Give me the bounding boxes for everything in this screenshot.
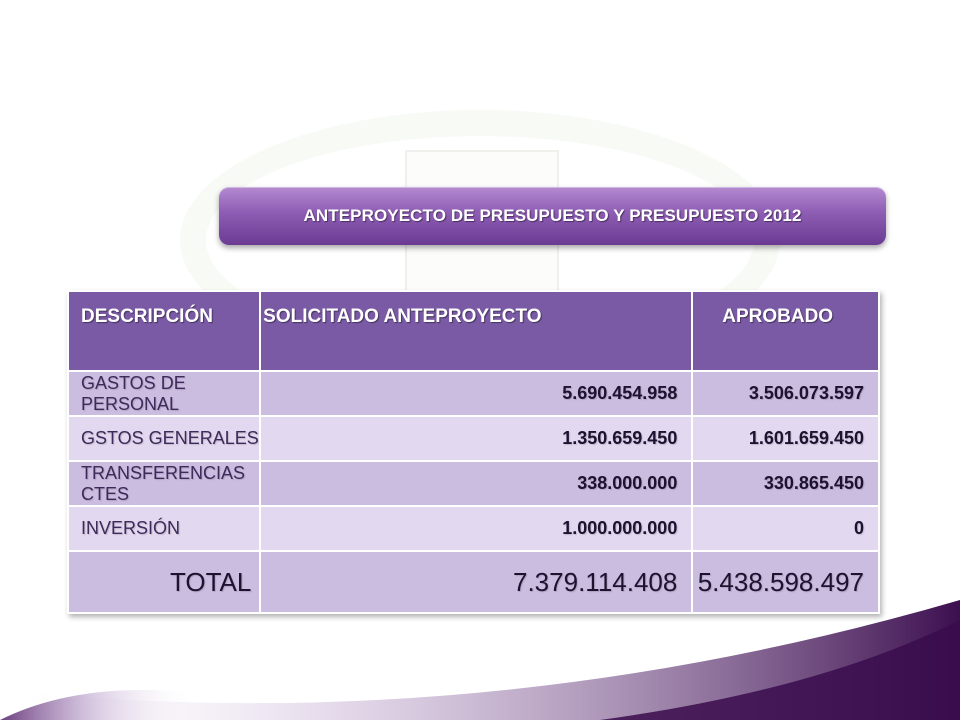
header-requested: SOLICITADO ANTEPROYECTO xyxy=(259,290,694,372)
table-row: TRANSFERENCIAS CTES 338.000.000 330.865.… xyxy=(66,460,880,507)
row-approved: 3.506.073.597 xyxy=(691,370,880,417)
header-description: DESCRIPCIÓN xyxy=(66,290,262,372)
banner-title: ANTEPROYECTO DE PRESUPUESTO Y PRESUPUEST… xyxy=(303,206,802,225)
row-requested: 1.000.000.000 xyxy=(259,505,694,552)
row-description: GSTOS GENERALES xyxy=(66,415,262,462)
total-approved: 5.438.598.497 xyxy=(691,550,880,614)
row-description: TRANSFERENCIAS CTES xyxy=(66,460,262,507)
table-header-row: DESCRIPCIÓN SOLICITADO ANTEPROYECTO APRO… xyxy=(66,290,880,372)
row-requested: 338.000.000 xyxy=(259,460,694,507)
header-approved: APROBADO xyxy=(691,290,880,372)
row-approved: 330.865.450 xyxy=(691,460,880,507)
table-row: GASTOS DE PERSONAL 5.690.454.958 3.506.0… xyxy=(66,370,880,417)
row-requested: 5.690.454.958 xyxy=(259,370,694,417)
row-approved: 1.601.659.450 xyxy=(691,415,880,462)
title-banner: ANTEPROYECTO DE PRESUPUESTO Y PRESUPUEST… xyxy=(219,187,886,245)
total-row: TOTAL 7.379.114.408 5.438.598.497 xyxy=(66,550,880,614)
row-description: INVERSIÓN xyxy=(66,505,262,552)
table-row: INVERSIÓN 1.000.000.000 0 xyxy=(66,505,880,552)
row-description: GASTOS DE PERSONAL xyxy=(66,370,262,417)
row-approved: 0 xyxy=(691,505,880,552)
total-requested: 7.379.114.408 xyxy=(259,550,694,614)
total-label: TOTAL xyxy=(66,550,262,614)
table-row: GSTOS GENERALES 1.350.659.450 1.601.659.… xyxy=(66,415,880,462)
row-requested: 1.350.659.450 xyxy=(259,415,694,462)
budget-table: DESCRIPCIÓN SOLICITADO ANTEPROYECTO APRO… xyxy=(66,290,880,614)
